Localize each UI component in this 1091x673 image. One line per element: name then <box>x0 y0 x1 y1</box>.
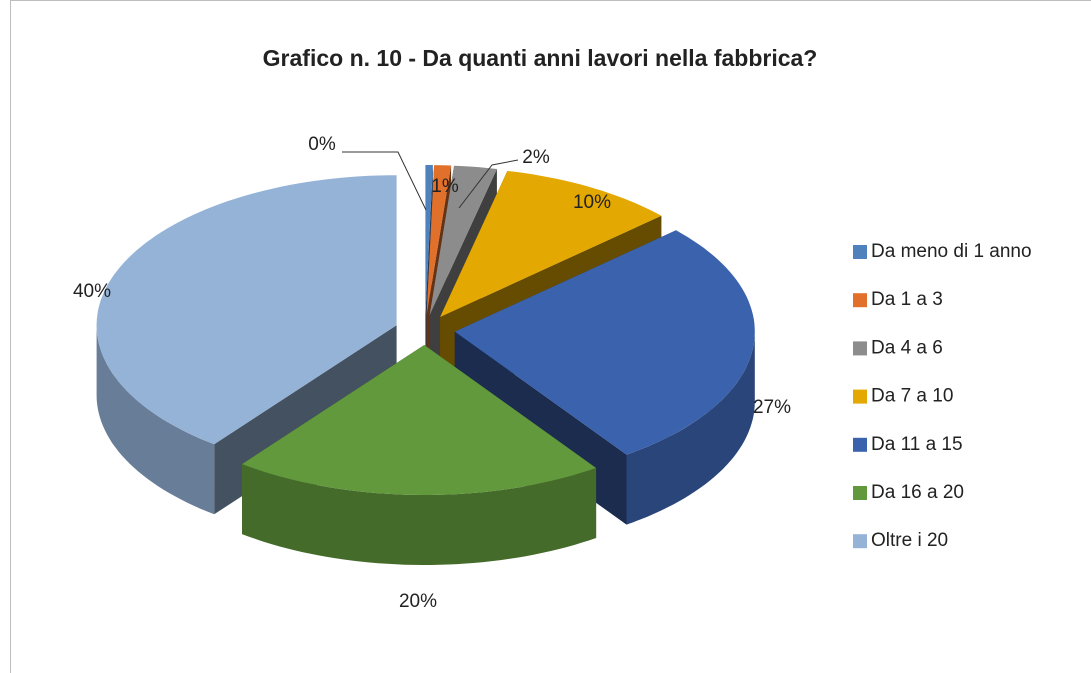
legend-label: Da 16 a 20 <box>871 482 964 503</box>
slice <box>425 165 433 315</box>
data-label: 1% <box>431 176 459 197</box>
slice <box>96 175 397 445</box>
legend-label: Da 4 a 6 <box>871 337 943 358</box>
legend-swatch <box>853 486 867 500</box>
legend-label: Da 7 a 10 <box>871 386 953 407</box>
data-label: 27% <box>753 397 791 418</box>
leader-line <box>458 159 519 209</box>
legend-label: Da 11 a 15 <box>871 434 963 455</box>
legend-label: Oltre i 20 <box>871 530 948 551</box>
legend-swatch <box>853 293 867 308</box>
legend-swatch <box>853 437 867 452</box>
legend-label: Da meno di 1 anno <box>871 241 1032 262</box>
slice <box>429 165 497 316</box>
slice <box>242 345 597 495</box>
data-label: 40% <box>73 281 111 302</box>
legend-swatch <box>853 341 867 356</box>
leader-line <box>342 151 427 211</box>
data-label: 20% <box>399 591 437 612</box>
data-label: 0% <box>308 134 336 155</box>
chart-title: Grafico n. 10 - Da quanti anni lavori ne… <box>263 45 818 71</box>
slice-wall <box>96 325 215 515</box>
slice-wall <box>626 331 755 525</box>
legend-swatch <box>853 534 867 549</box>
slice <box>440 170 662 317</box>
slice <box>426 165 452 315</box>
data-label: 2% <box>522 147 550 168</box>
legend-swatch <box>853 245 867 259</box>
legend-swatch <box>853 389 867 404</box>
slice-wall <box>242 464 597 565</box>
slice <box>454 230 755 455</box>
data-label: 10% <box>573 192 611 213</box>
legend-label: Da 1 a 3 <box>871 289 943 310</box>
